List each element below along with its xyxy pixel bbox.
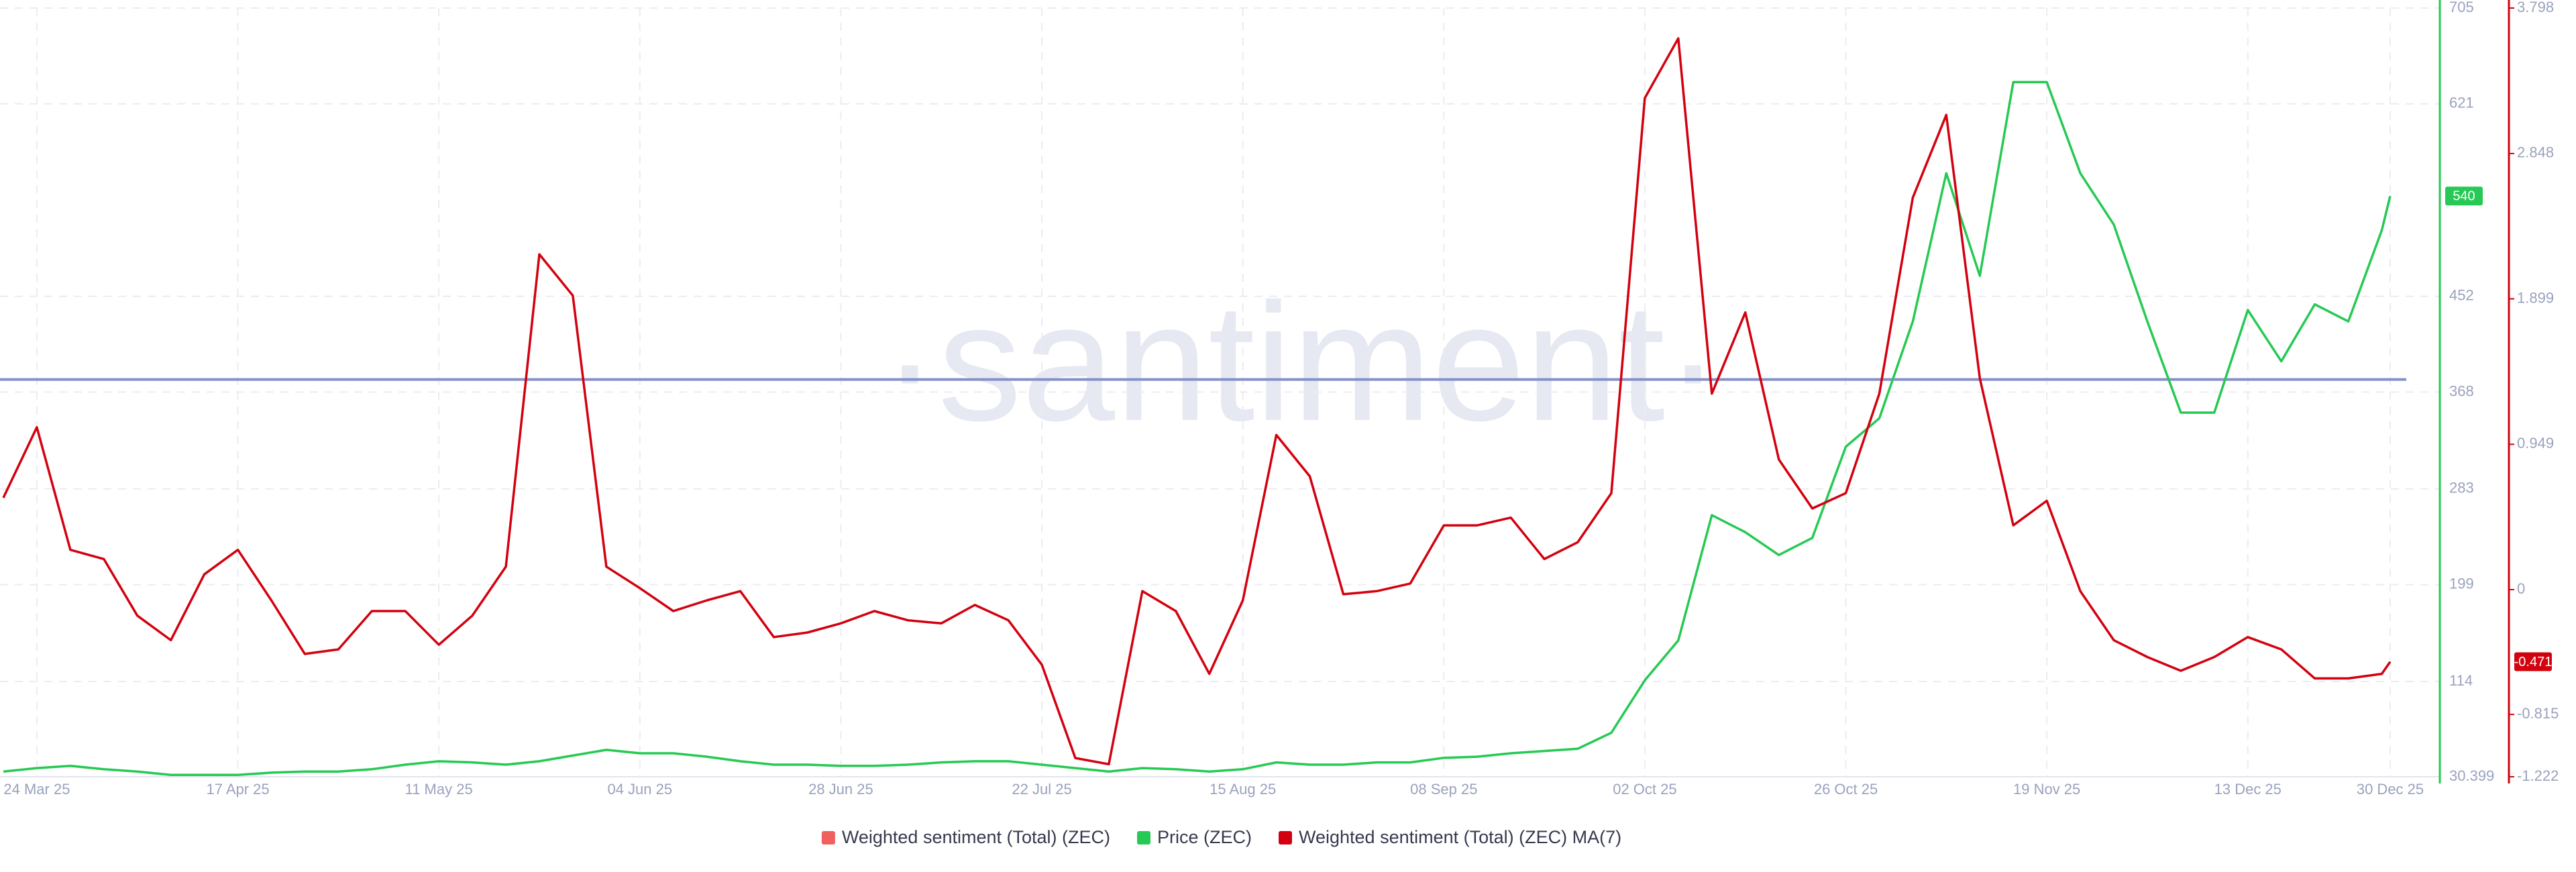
y2-tick-label: 0 xyxy=(2517,580,2525,597)
legend-item[interactable]: Price (ZEC) xyxy=(1137,827,1252,847)
watermark: ·santiment· xyxy=(882,268,1721,455)
last-value-label: -0.471 xyxy=(2514,655,2553,669)
y-tick-label: 368 xyxy=(2449,382,2474,399)
legend-item[interactable]: Weighted sentiment (Total) (ZEC) MA(7) xyxy=(1279,827,1621,847)
y2-tick-label: 0.949 xyxy=(2517,435,2554,451)
last-value-badge xyxy=(2445,186,2483,206)
y2-tick-label: -1.222 xyxy=(2517,767,2559,784)
series-line xyxy=(2,37,2392,766)
x-tick-label: 13 Dec 25 xyxy=(2214,781,2282,798)
legend: Weighted sentiment (Total) (ZEC) Price (Z… xyxy=(821,827,1621,847)
x-tick-label: 30 Dec 25 xyxy=(2357,781,2424,798)
legend-swatch xyxy=(821,831,835,844)
legend-label: Price (ZEC) xyxy=(1157,827,1252,847)
y-tick-label: 283 xyxy=(2449,480,2474,496)
y2-tick-label: 1.899 xyxy=(2517,289,2554,306)
x-tick-label: 22 Jul 25 xyxy=(1012,781,1071,798)
last-value-label: 540 xyxy=(2453,189,2475,204)
y-tick-label: 705 xyxy=(2449,0,2474,15)
y-tick-label: 199 xyxy=(2449,575,2474,592)
series-line xyxy=(3,80,2392,777)
y-tick-label: 30.399 xyxy=(2449,767,2494,784)
x-tick-label: 28 Jun 25 xyxy=(808,781,873,798)
x-tick-label: 17 Apr 25 xyxy=(206,781,269,798)
x-tick-label: 24 Mar 25 xyxy=(3,781,70,798)
y2-tick-label: 3.798 xyxy=(2517,0,2554,15)
legend-swatch xyxy=(1137,831,1150,844)
legend-swatch xyxy=(1279,831,1292,844)
x-tick-label: 04 Jun 25 xyxy=(607,781,672,798)
x-tick-label: 15 Aug 25 xyxy=(1210,781,1276,798)
y2-tick-label: 2.848 xyxy=(2517,144,2554,161)
last-value-badge xyxy=(2514,652,2552,671)
x-tick-label: 08 Sep 25 xyxy=(1410,781,1477,798)
x-tick-label: 02 Oct 25 xyxy=(1613,781,1676,798)
x-tick-label: 19 Nov 25 xyxy=(2013,781,2080,798)
y-tick-label: 114 xyxy=(2449,672,2473,689)
legend-label: Weighted sentiment (Total) (ZEC) MA(7) xyxy=(1299,827,1621,847)
y-tick-label: 452 xyxy=(2449,287,2474,304)
legend-label: Weighted sentiment (Total) (ZEC) xyxy=(842,827,1110,847)
legend-item[interactable]: Weighted sentiment (Total) (ZEC) xyxy=(821,827,1110,847)
x-tick-label: 11 May 25 xyxy=(405,781,473,798)
y-tick-label: 621 xyxy=(2449,95,2474,111)
y2-tick-label: -0.815 xyxy=(2517,705,2559,722)
x-tick-label: 26 Oct 25 xyxy=(1814,781,1878,798)
